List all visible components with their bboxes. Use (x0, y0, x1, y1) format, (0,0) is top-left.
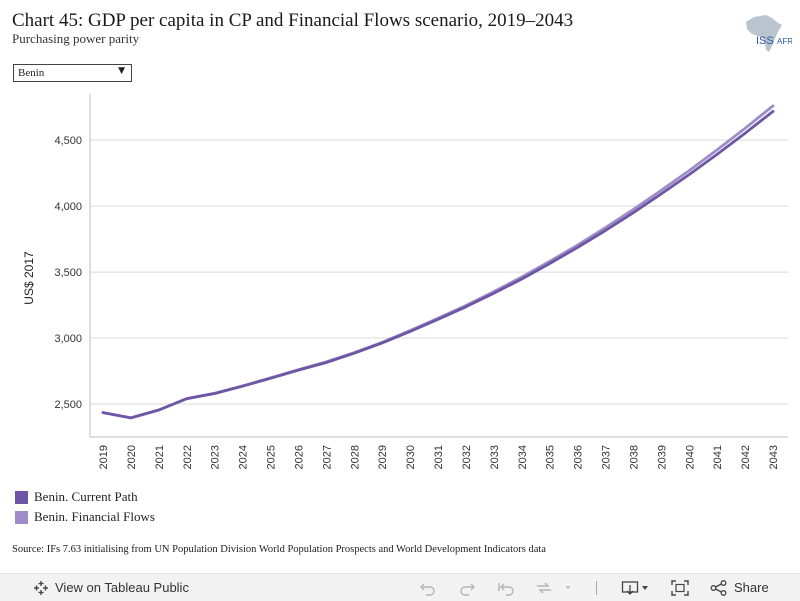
x-tick-label: 2035 (545, 445, 557, 469)
x-tick-label: 2042 (740, 445, 752, 469)
y-tick-label: 2,500 (54, 399, 82, 411)
refresh-icon (537, 582, 570, 593)
refresh-button[interactable] (534, 574, 574, 601)
x-tick-label: 2030 (405, 445, 417, 469)
x-tick-label: 2022 (182, 445, 194, 469)
undo-icon (420, 583, 435, 596)
x-tick-label: 2023 (210, 445, 222, 469)
country-filter-value: Benin (18, 67, 45, 79)
revert-button[interactable] (496, 574, 516, 601)
logo-text: ISS (756, 35, 774, 47)
legend-item-current-path[interactable]: Benin. Current Path (15, 487, 155, 507)
x-tick-label: 2040 (684, 445, 696, 469)
chart-subtitle: Purchasing power parity (12, 31, 140, 46)
y-tick-label: 4,000 (54, 201, 82, 213)
revert-icon (498, 582, 514, 596)
legend-swatch-current-path (15, 490, 28, 504)
redo-icon (460, 583, 475, 596)
iss-africa-logo: ISS AFRICA (742, 14, 800, 54)
y-axis-label: US$ 2017 (22, 251, 36, 305)
legend-item-financial-flows[interactable]: Benin. Financial Flows (15, 507, 155, 527)
tableau-icon (34, 580, 48, 595)
view-on-tableau-label: View on Tableau Public (55, 580, 189, 595)
logo-suffix-text: AFRICA (777, 37, 792, 46)
x-tick-label: 2028 (349, 445, 361, 469)
chevron-down-icon: ▼ (118, 66, 125, 76)
y-tick-label: 4,500 (54, 135, 82, 147)
chart-legend: Benin. Current Path Benin. Financial Flo… (15, 487, 155, 527)
x-tick-label: 2029 (377, 445, 389, 469)
legend-swatch-financial-flows (15, 510, 28, 524)
download-button[interactable] (621, 574, 653, 601)
country-filter-dropdown[interactable]: Benin ▼ (13, 64, 132, 82)
x-tick-label: 2025 (266, 445, 278, 469)
chart-gridlines (90, 139, 788, 405)
undo-button[interactable] (418, 574, 438, 601)
redo-button[interactable] (457, 574, 477, 601)
share-icon (710, 579, 727, 596)
x-tick-label: 2037 (601, 445, 613, 469)
africa-map-icon: ISS AFRICA (746, 15, 800, 52)
x-tick-label: 2021 (154, 445, 166, 469)
x-tick-label: 2033 (489, 445, 501, 469)
legend-label-current-path: Benin. Current Path (34, 489, 138, 504)
download-icon (621, 580, 648, 595)
tableau-toolbar: View on Tableau Public (0, 573, 800, 601)
share-label: Share (734, 580, 769, 595)
x-tick-label: 2031 (433, 445, 445, 469)
toolbar-separator (596, 581, 597, 595)
x-tick-label: 2041 (712, 445, 724, 469)
chart-series (101, 104, 775, 420)
x-tick-label: 2019 (98, 445, 110, 469)
y-tick-label: 3,000 (54, 333, 82, 345)
x-tick-label: 2034 (517, 445, 529, 469)
x-axis: 2019 2020 2021 2022 2023 2024 2025 2026 2027 2028… (90, 436, 788, 469)
x-tick-label: 2024 (238, 445, 250, 469)
chart-title: Chart 45: GDP per capita in CP and Finan… (12, 10, 574, 31)
x-tick-label: 2032 (461, 445, 473, 469)
fullscreen-icon (671, 579, 689, 596)
series-line-current-path[interactable] (101, 110, 775, 420)
y-tick-label: 3,500 (54, 267, 82, 279)
x-tick-label: 2039 (656, 445, 668, 469)
x-tick-label: 2038 (628, 445, 640, 469)
legend-label-financial-flows: Benin. Financial Flows (34, 509, 155, 524)
source-note: Source: IFs 7.63 initialising from UN Po… (12, 544, 546, 555)
x-tick-label: 2043 (768, 445, 780, 469)
x-tick-label: 2036 (573, 445, 585, 469)
share-button[interactable]: Share (710, 574, 769, 601)
x-tick-label: 2020 (126, 445, 138, 469)
series-line-financial-flows[interactable] (101, 104, 775, 420)
x-tick-label: 2027 (321, 445, 333, 469)
view-on-tableau-button[interactable]: View on Tableau Public (33, 574, 189, 601)
x-tick-label: 2026 (293, 445, 305, 469)
fullscreen-button[interactable] (671, 574, 689, 601)
y-axis: 2,500 3,000 3,500 4,000 4,500 (54, 94, 91, 437)
